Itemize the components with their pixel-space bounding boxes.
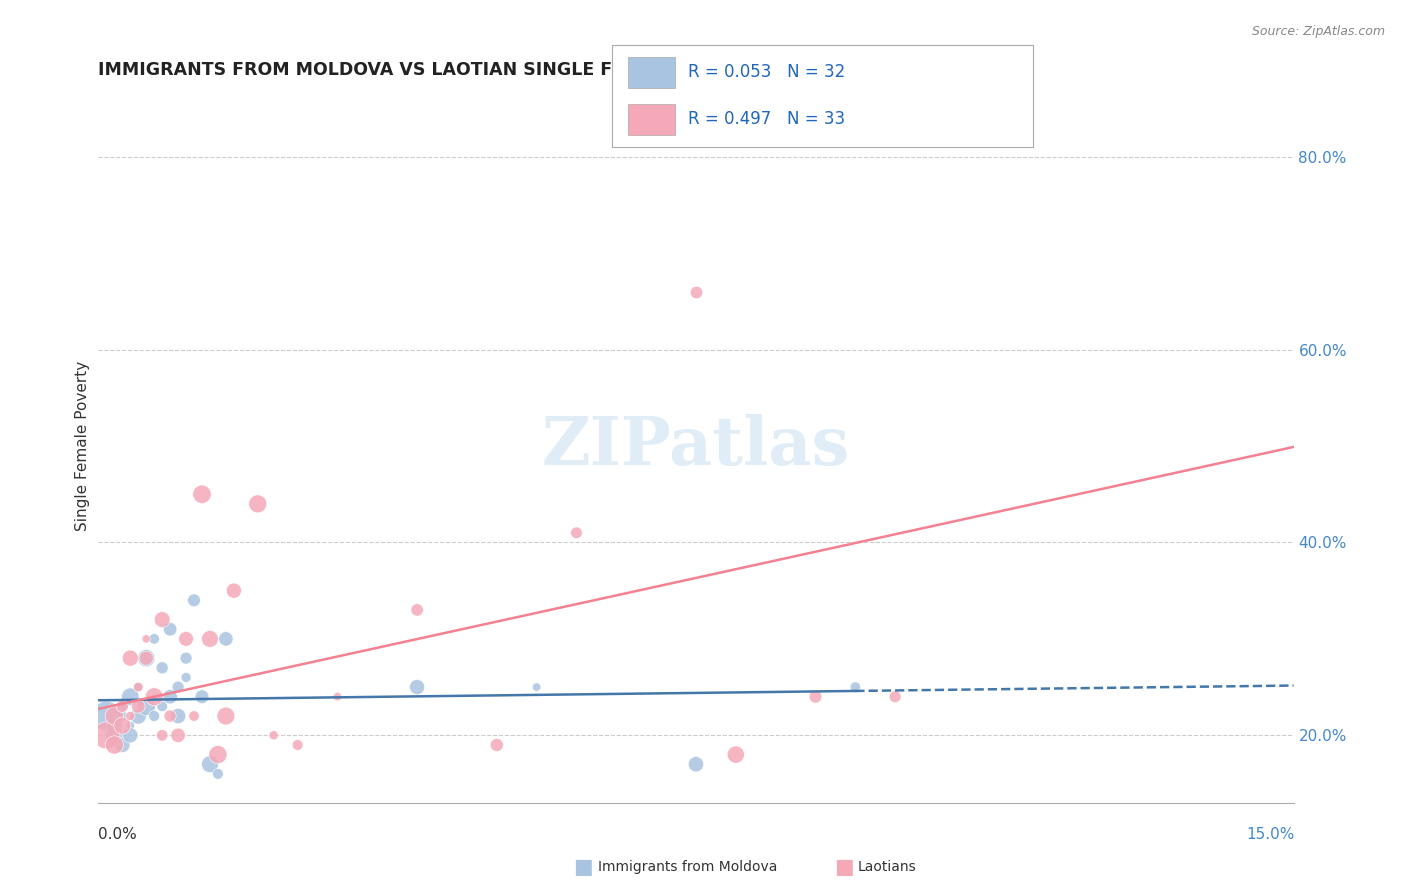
Point (103, 719, 125, 733)
Point (198, 632, 221, 646)
Point (127, 699, 149, 714)
Point (183, 709, 205, 723)
Point (263, 728, 285, 742)
Point (103, 709, 125, 723)
Point (844, 680, 866, 694)
Point (565, 525, 588, 540)
Point (287, 738, 309, 752)
Point (150, 699, 173, 714)
Point (406, 680, 429, 694)
Point (143, 632, 166, 646)
Point (127, 680, 149, 694)
Point (111, 709, 134, 723)
Text: 0.0%: 0.0% (98, 827, 138, 841)
Point (96, 728, 118, 742)
Text: Source: ZipAtlas.com: Source: ZipAtlas.com (1251, 25, 1385, 38)
Point (222, 583, 245, 598)
Text: 15.0%: 15.0% (1247, 827, 1295, 841)
Point (143, 709, 166, 723)
Point (191, 487, 214, 501)
Point (167, 728, 190, 742)
Point (207, 747, 229, 762)
Point (326, 690, 349, 704)
Point (215, 709, 238, 723)
Point (120, 709, 142, 723)
Point (135, 699, 157, 714)
Bar (628, 104, 675, 135)
Point (135, 632, 157, 646)
Point (111, 699, 134, 714)
Point (150, 613, 173, 627)
Point (183, 593, 205, 607)
Bar (628, 57, 675, 87)
Text: ■: ■ (574, 857, 593, 877)
Point (159, 622, 181, 636)
Point (150, 661, 173, 675)
Point (174, 670, 197, 684)
Point (120, 651, 142, 665)
Point (135, 651, 157, 665)
Point (127, 709, 149, 723)
Point (135, 651, 157, 665)
Text: ZIPatlas: ZIPatlas (541, 414, 851, 478)
Point (884, 690, 907, 704)
Point (526, 680, 548, 694)
Point (120, 728, 142, 742)
Point (103, 728, 125, 742)
Point (174, 651, 197, 665)
Point (685, 757, 707, 772)
Point (111, 699, 134, 714)
Point (111, 738, 134, 752)
Point (215, 632, 238, 646)
Point (406, 603, 429, 617)
Text: IMMIGRANTS FROM MOLDOVA VS LAOTIAN SINGLE FEMALE POVERTY CORRELATION CHART: IMMIGRANTS FROM MOLDOVA VS LAOTIAN SINGL… (98, 62, 988, 79)
Point (103, 738, 125, 752)
Text: Laotians: Laotians (858, 860, 917, 874)
Point (174, 632, 197, 646)
Point (685, 285, 707, 299)
Point (111, 719, 134, 733)
Point (120, 719, 142, 733)
Point (804, 690, 827, 704)
Text: R = 0.497   N = 33: R = 0.497 N = 33 (688, 111, 845, 128)
Point (96, 709, 118, 723)
Point (191, 690, 214, 704)
Point (127, 680, 149, 694)
Y-axis label: Single Female Poverty: Single Female Poverty (75, 361, 90, 531)
Point (159, 709, 181, 723)
Point (246, 497, 269, 511)
Point (207, 767, 229, 781)
Point (485, 738, 508, 752)
Text: Immigrants from Moldova: Immigrants from Moldova (598, 860, 778, 874)
Point (159, 690, 181, 704)
Point (150, 728, 173, 742)
Point (167, 709, 190, 723)
Point (198, 757, 221, 772)
Point (167, 680, 190, 694)
Point (120, 690, 142, 704)
Point (724, 747, 747, 762)
Text: ■: ■ (834, 857, 853, 877)
Point (143, 690, 166, 704)
Text: R = 0.053   N = 32: R = 0.053 N = 32 (688, 63, 845, 81)
